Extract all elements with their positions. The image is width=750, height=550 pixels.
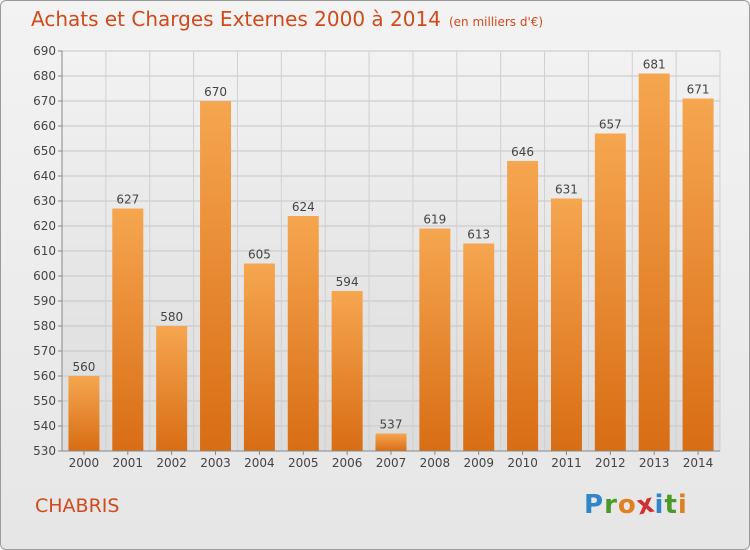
x-tick-label: 2012 — [595, 456, 626, 470]
y-tick-label: 650 — [33, 144, 56, 158]
chart-title: Achats et Charges Externes 2000 à 2014 (e… — [31, 7, 543, 31]
data-label: 537 — [380, 418, 403, 432]
y-tick-label: 640 — [33, 169, 56, 183]
y-tick-label: 590 — [33, 294, 56, 308]
data-label: 657 — [599, 118, 622, 132]
data-label: 580 — [160, 310, 183, 324]
y-tick-label: 660 — [33, 119, 56, 133]
bar — [156, 326, 188, 451]
bar — [200, 101, 232, 451]
data-label: 624 — [292, 200, 315, 214]
bar — [243, 263, 275, 451]
data-label: 605 — [248, 248, 271, 262]
logo-letter: P — [584, 490, 605, 520]
y-tick-label: 530 — [33, 444, 56, 458]
data-label: 681 — [643, 58, 666, 72]
bar — [550, 198, 582, 451]
bar — [68, 376, 100, 451]
x-tick-label: 2000 — [69, 456, 100, 470]
data-label: 646 — [511, 145, 534, 159]
x-tick-label: 2013 — [639, 456, 670, 470]
chart-unit-text: (en milliers d'€) — [448, 15, 544, 29]
town-name: CHABRIS — [35, 495, 120, 517]
y-tick-label: 580 — [33, 319, 56, 333]
data-label: 627 — [116, 193, 139, 207]
y-tick-label: 690 — [33, 44, 56, 58]
x-tick-label: 2011 — [551, 456, 582, 470]
x-tick-label: 2007 — [376, 456, 407, 470]
bar — [638, 73, 670, 451]
x-tick-label: 2009 — [463, 456, 494, 470]
y-tick-label: 600 — [33, 269, 56, 283]
x-tick-label: 2002 — [156, 456, 187, 470]
y-tick-label: 610 — [33, 244, 56, 258]
bar — [419, 228, 451, 451]
bar — [682, 98, 714, 451]
chart-title-text: Achats et Charges Externes 2000 à 2014 — [31, 7, 441, 31]
data-label: 670 — [204, 85, 227, 99]
bar — [594, 133, 626, 451]
y-tick-label: 560 — [33, 369, 56, 383]
bar — [287, 216, 319, 451]
logo-letter: o — [617, 490, 637, 520]
y-tick-label: 570 — [33, 344, 56, 358]
x-tick-label: 2014 — [683, 456, 714, 470]
y-tick-label: 680 — [33, 69, 56, 83]
x-tick-label: 2008 — [420, 456, 451, 470]
bar — [112, 208, 144, 451]
data-label: 594 — [336, 275, 359, 289]
x-tick-label: 2006 — [332, 456, 363, 470]
data-label: 671 — [687, 83, 710, 97]
data-label: 619 — [423, 213, 446, 227]
x-tick-label: 2005 — [288, 456, 319, 470]
data-label: 631 — [555, 183, 578, 197]
data-label: 560 — [72, 360, 95, 374]
y-tick-label: 550 — [33, 394, 56, 408]
bar — [331, 291, 363, 451]
y-tick-label: 620 — [33, 219, 56, 233]
proxiti-logo: Proxiti — [584, 488, 688, 521]
y-tick-label: 670 — [33, 94, 56, 108]
logo-letter: t — [664, 490, 678, 520]
bar — [375, 433, 407, 451]
logo-letter: r — [604, 490, 618, 520]
x-tick-label: 2004 — [244, 456, 275, 470]
y-tick-label: 540 — [33, 419, 56, 433]
x-tick-label: 2010 — [507, 456, 538, 470]
logo-letter: i — [654, 490, 665, 520]
x-tick-label: 2001 — [113, 456, 144, 470]
x-tick-label: 2003 — [200, 456, 231, 470]
bar — [463, 243, 495, 451]
bar — [507, 161, 539, 451]
y-tick-label: 630 — [33, 194, 56, 208]
logo-letter: i — [677, 490, 688, 520]
data-label: 613 — [467, 228, 490, 242]
